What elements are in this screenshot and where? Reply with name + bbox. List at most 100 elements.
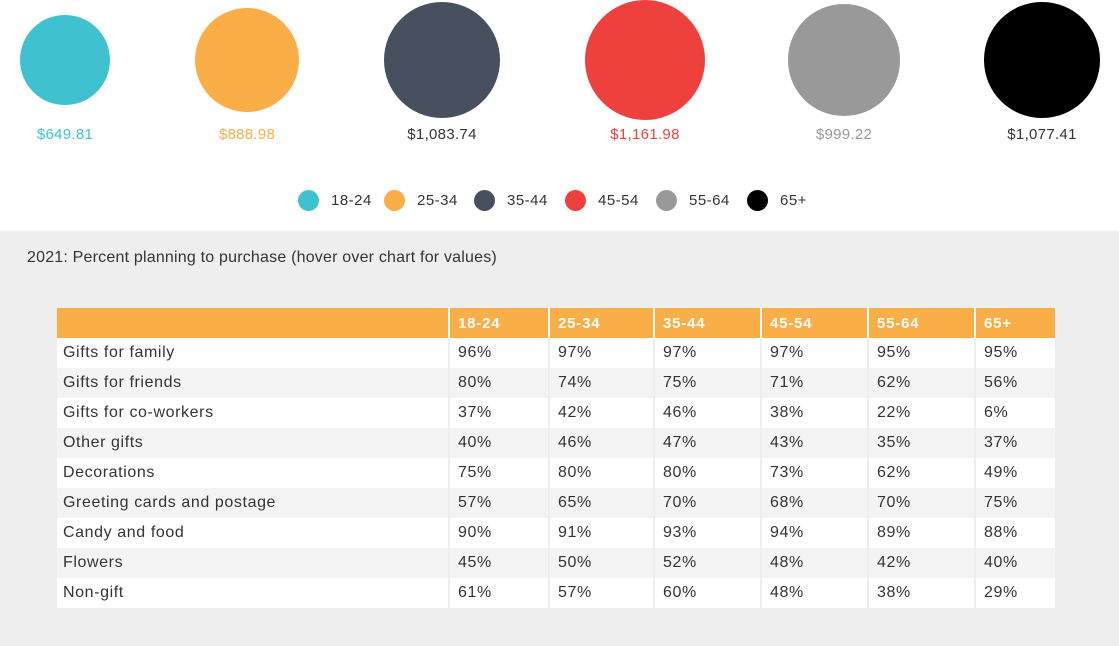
legend-label: 55-64 — [689, 191, 730, 209]
bubble-35-44[interactable] — [384, 2, 500, 118]
table-row[interactable]: Other gifts 40% 46% 47% 43% 35% 37% — [57, 428, 1055, 458]
bubble-value-label: $1,083.74 — [407, 126, 477, 143]
table-cell: 40% — [974, 548, 1055, 578]
table-cell: 61% — [448, 578, 549, 608]
bubble-value-label: $649.81 — [36, 126, 94, 143]
table-cell: 71% — [760, 368, 868, 398]
legend-label: 18-24 — [331, 191, 372, 209]
row-label: Other gifts — [57, 428, 449, 458]
table-cell: 57% — [448, 488, 549, 518]
column-header: 55-64 — [867, 308, 975, 338]
table-cell: 37% — [974, 428, 1055, 458]
bubble-value-label: $888.98 — [218, 126, 276, 143]
table-cell: 97% — [548, 338, 654, 368]
table-row[interactable]: Gifts for friends 80% 74% 75% 71% 62% 56% — [57, 368, 1055, 398]
spending-bubble-chart: $649.81 $888.98 $1,083.74 $1,161.98 $999.22 $… — [0, 0, 1119, 231]
row-label: Gifts for co-workers — [57, 398, 449, 428]
column-header — [57, 308, 449, 338]
column-header: 45-54 — [760, 308, 868, 338]
table-cell: 70% — [867, 488, 975, 518]
row-label: Greeting cards and postage — [57, 488, 449, 518]
table-title: 2021: Percent planning to purchase (hove… — [27, 249, 497, 266]
table-cell: 48% — [760, 548, 868, 578]
legend-swatch — [747, 189, 768, 211]
bubble-25-34[interactable] — [194, 7, 300, 113]
column-header: 18-24 — [448, 308, 549, 338]
table-cell: 48% — [760, 578, 868, 608]
table-cell: 49% — [974, 458, 1055, 488]
table-cell: 80% — [548, 458, 654, 488]
table-cell: 68% — [760, 488, 868, 518]
table-cell: 60% — [653, 578, 761, 608]
table-cell: 45% — [448, 548, 549, 578]
table-cell: 80% — [448, 368, 549, 398]
table-cell: 94% — [760, 518, 868, 548]
table-row[interactable]: Gifts for family 96% 97% 97% 97% 95% 95% — [57, 338, 1055, 368]
table-cell: 95% — [867, 338, 975, 368]
row-label: Gifts for friends — [57, 368, 449, 398]
legend-swatch — [298, 189, 319, 211]
bubble-value-label: $1,077.41 — [1007, 126, 1077, 143]
table-row[interactable]: Decorations 75% 80% 80% 73% 62% 49% — [57, 458, 1055, 488]
table-cell: 47% — [653, 428, 761, 458]
purchase-table-panel: 2021: Percent planning to purchase (hove… — [0, 231, 1119, 646]
table-cell: 88% — [974, 518, 1055, 548]
table-cell: 80% — [653, 458, 761, 488]
table-cell: 90% — [448, 518, 549, 548]
legend-item-18-24[interactable]: 18-24 — [298, 187, 372, 213]
table-body: Gifts for family 96% 97% 97% 97% 95% 95% Gifts … — [57, 338, 1055, 608]
legend-item-65+[interactable]: 65+ — [747, 187, 807, 213]
row-label: Gifts for family — [57, 338, 449, 368]
legend-swatch — [384, 189, 405, 211]
table-cell: 50% — [548, 548, 654, 578]
legend-swatch — [474, 189, 495, 211]
table-cell: 73% — [760, 458, 868, 488]
table-cell: 38% — [760, 398, 868, 428]
table-row[interactable]: Gifts for co-workers 37% 42% 46% 38% 22% 6% — [57, 398, 1055, 428]
legend-label: 35-44 — [507, 191, 548, 209]
column-header: 35-44 — [653, 308, 761, 338]
table-cell: 29% — [974, 578, 1055, 608]
table-cell: 22% — [867, 398, 975, 428]
table-cell: 75% — [448, 458, 549, 488]
purchase-table[interactable]: 18-24 25-34 35-44 45-54 55-64 65+ Gifts for f… — [57, 308, 1055, 608]
table-cell: 56% — [974, 368, 1055, 398]
table-cell: 91% — [548, 518, 654, 548]
table-cell: 52% — [653, 548, 761, 578]
table-cell: 97% — [653, 338, 761, 368]
bubble-18-24[interactable] — [20, 15, 110, 105]
table-row[interactable]: Greeting cards and postage 57% 65% 70% 68% 70… — [57, 488, 1055, 518]
row-label: Decorations — [57, 458, 449, 488]
legend-label: 65+ — [780, 191, 807, 209]
table-cell: 70% — [653, 488, 761, 518]
legend-label: 45-54 — [598, 191, 639, 209]
legend-swatch — [656, 189, 677, 211]
table-cell: 42% — [548, 398, 654, 428]
legend-item-45-54[interactable]: 45-54 — [565, 187, 639, 213]
table-row[interactable]: Flowers 45% 50% 52% 48% 42% 40% — [57, 548, 1055, 578]
table-cell: 46% — [548, 428, 654, 458]
bubble-55-64[interactable] — [788, 4, 900, 116]
table-cell: 35% — [867, 428, 975, 458]
bubble-value-label: $1,161.98 — [610, 126, 680, 143]
table-cell: 62% — [867, 458, 975, 488]
table-header-row: 18-24 25-34 35-44 45-54 55-64 65+ — [57, 308, 1055, 338]
legend-item-55-64[interactable]: 55-64 — [656, 187, 730, 213]
table-row[interactable]: Candy and food 90% 91% 93% 94% 89% 88% — [57, 518, 1055, 548]
table-cell: 95% — [974, 338, 1055, 368]
row-label: Flowers — [57, 548, 449, 578]
column-header: 65+ — [974, 308, 1055, 338]
legend-item-25-34[interactable]: 25-34 — [384, 187, 458, 213]
table-cell: 74% — [548, 368, 654, 398]
table-cell: 97% — [760, 338, 868, 368]
row-label: Non-gift — [57, 578, 449, 608]
legend-swatch — [565, 189, 586, 211]
bubble-value-label: $999.22 — [815, 126, 873, 143]
table-cell: 46% — [653, 398, 761, 428]
table-cell: 65% — [548, 488, 654, 518]
table-cell: 43% — [760, 428, 868, 458]
bubble-65+[interactable] — [984, 2, 1100, 118]
bubble-45-54[interactable] — [585, 0, 705, 120]
legend-item-35-44[interactable]: 35-44 — [474, 187, 548, 213]
table-row[interactable]: Non-gift 61% 57% 60% 48% 38% 29% — [57, 578, 1055, 608]
